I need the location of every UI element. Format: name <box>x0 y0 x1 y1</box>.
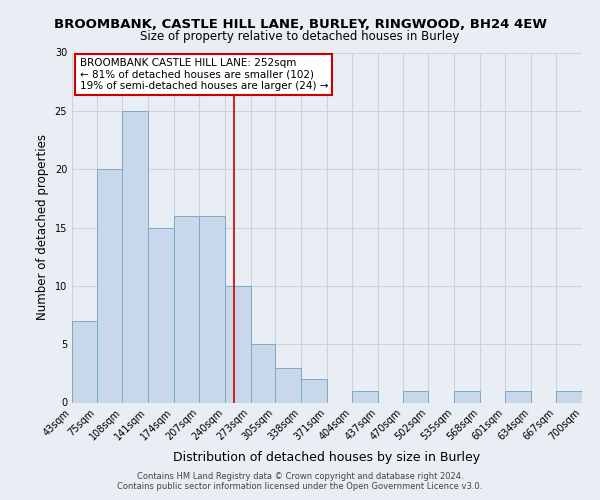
Bar <box>352 391 378 402</box>
Bar <box>173 216 199 402</box>
Bar <box>122 111 148 403</box>
Bar <box>97 169 122 402</box>
Bar <box>275 368 301 402</box>
Bar <box>301 379 326 402</box>
Bar <box>251 344 275 403</box>
Text: Size of property relative to detached houses in Burley: Size of property relative to detached ho… <box>140 30 460 43</box>
Bar <box>148 228 173 402</box>
Y-axis label: Number of detached properties: Number of detached properties <box>36 134 49 320</box>
Bar <box>225 286 251 403</box>
Bar <box>199 216 225 402</box>
Text: BROOMBANK CASTLE HILL LANE: 252sqm
← 81% of detached houses are smaller (102)
19: BROOMBANK CASTLE HILL LANE: 252sqm ← 81%… <box>80 58 328 91</box>
Text: BROOMBANK, CASTLE HILL LANE, BURLEY, RINGWOOD, BH24 4EW: BROOMBANK, CASTLE HILL LANE, BURLEY, RIN… <box>53 18 547 30</box>
Text: Contains HM Land Registry data © Crown copyright and database right 2024.
Contai: Contains HM Land Registry data © Crown c… <box>118 472 482 491</box>
Bar <box>72 321 97 402</box>
Bar <box>556 391 582 402</box>
X-axis label: Distribution of detached houses by size in Burley: Distribution of detached houses by size … <box>173 450 481 464</box>
Bar <box>454 391 479 402</box>
Bar <box>403 391 428 402</box>
Bar <box>505 391 531 402</box>
